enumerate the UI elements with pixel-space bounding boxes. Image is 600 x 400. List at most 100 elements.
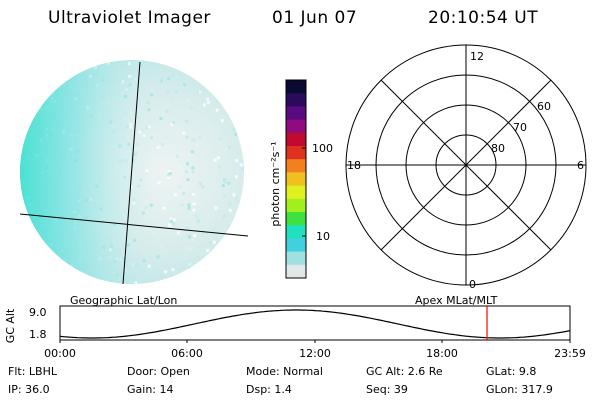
image-pixel bbox=[59, 75, 63, 79]
image-pixel bbox=[225, 81, 229, 85]
lat-label-80: 80 bbox=[491, 142, 505, 155]
image-pixel bbox=[50, 260, 53, 264]
glat-status: GLat: 9.8 bbox=[486, 365, 537, 378]
colorbar-cell bbox=[286, 159, 306, 173]
altitude-curve bbox=[59, 309, 571, 339]
image-pixel bbox=[178, 279, 182, 283]
image-pixel bbox=[43, 63, 47, 67]
mlt-label-0: 0 bbox=[469, 278, 476, 291]
image-pixel bbox=[238, 99, 242, 103]
image-pixel bbox=[25, 107, 29, 111]
image-pixel bbox=[229, 250, 233, 254]
image-pixel bbox=[57, 60, 61, 64]
image-pixel bbox=[203, 281, 207, 284]
image-pixel bbox=[208, 273, 212, 277]
image-pixel bbox=[196, 282, 200, 284]
image-pixel bbox=[193, 266, 197, 269]
image-pixel bbox=[241, 207, 244, 211]
polar-grid bbox=[345, 44, 587, 286]
polar-labels: 12 18 6 0 60 70 80 bbox=[347, 50, 584, 291]
image-pixel bbox=[55, 266, 59, 270]
image-pixel bbox=[37, 84, 41, 88]
image-pixel bbox=[232, 60, 236, 64]
image-pixel bbox=[42, 266, 46, 270]
image-pixel bbox=[196, 264, 200, 268]
colorbar-cell bbox=[286, 172, 306, 187]
image-pixel bbox=[223, 239, 226, 243]
x-tick-label-1200: 12:00 bbox=[299, 347, 331, 360]
image-pixel bbox=[38, 75, 42, 79]
image-pixel bbox=[240, 205, 244, 209]
y-tick-9: 9.0 bbox=[29, 306, 47, 319]
colorbar: 100 10 photon cm⁻²s⁻¹ bbox=[269, 79, 333, 279]
x-tick-label-0000: 00:00 bbox=[44, 347, 76, 360]
image-pixel bbox=[225, 86, 229, 90]
image-pixel bbox=[226, 97, 230, 101]
image-pixel bbox=[23, 237, 27, 241]
observation-date: 01 Jun 07 bbox=[272, 8, 358, 28]
colorbar-cell bbox=[286, 185, 306, 200]
colorbar-cell bbox=[286, 212, 306, 226]
image-pixel bbox=[205, 276, 209, 280]
image-pixel bbox=[225, 103, 229, 107]
colorbar-tick-label-100: 100 bbox=[312, 142, 333, 155]
colorbar-cell bbox=[286, 225, 306, 239]
colorbar-cell bbox=[286, 106, 306, 121]
colorbar-cell bbox=[286, 80, 306, 94]
image-pixel bbox=[38, 73, 42, 77]
y-tick-1_8: 1.8 bbox=[29, 328, 47, 341]
parallel-line bbox=[19, 213, 249, 237]
image-pixel bbox=[83, 60, 87, 63]
apex-label: Apex MLat/MLT bbox=[415, 294, 498, 307]
colorbar-cell bbox=[286, 146, 306, 160]
colorbar-cell bbox=[286, 93, 306, 107]
image-pixel bbox=[218, 272, 222, 276]
dsp-status: Dsp: 1.4 bbox=[246, 383, 292, 396]
image-pixel bbox=[243, 63, 244, 67]
image-pixel bbox=[50, 62, 53, 66]
image-pixel bbox=[42, 255, 46, 259]
x-tick-label-1800: 18:00 bbox=[426, 347, 458, 360]
image-pixel bbox=[242, 250, 244, 253]
image-pixel bbox=[210, 67, 214, 70]
image-pixel bbox=[23, 236, 27, 240]
image-pixel bbox=[176, 64, 179, 68]
observation-time: 20:10:54 UT bbox=[428, 8, 539, 28]
image-pixel bbox=[25, 246, 29, 250]
image-pixel bbox=[47, 86, 51, 90]
image-pixel bbox=[43, 74, 47, 78]
image-pixel bbox=[193, 276, 197, 280]
image-pixel bbox=[39, 96, 42, 100]
image-pixel bbox=[24, 118, 28, 122]
image-pixel bbox=[74, 270, 78, 274]
image-pixel bbox=[240, 119, 244, 123]
mlt-label-18: 18 bbox=[347, 159, 361, 172]
image-pixel bbox=[20, 279, 24, 283]
x-tick-label-2359: 23:59 bbox=[554, 347, 586, 360]
altitude-timeline: Geographic Lat/Lon Apex MLat/MLT GC Alt … bbox=[4, 294, 586, 360]
image-pixel bbox=[21, 229, 25, 233]
lat-label-70: 70 bbox=[513, 121, 527, 134]
mlt-label-6: 6 bbox=[577, 159, 584, 172]
image-pixel bbox=[237, 251, 241, 255]
filter-status: Flt: LBHL bbox=[8, 365, 57, 378]
image-pixel bbox=[46, 261, 50, 265]
colorbar-cell bbox=[286, 132, 306, 147]
image-pixel bbox=[20, 110, 24, 114]
colorbar-cells bbox=[286, 80, 306, 279]
lat-label-60: 60 bbox=[537, 100, 551, 113]
image-pixel bbox=[194, 73, 198, 77]
image-pixel bbox=[221, 83, 225, 87]
image-pixel bbox=[23, 233, 27, 236]
colorbar-cell bbox=[286, 238, 306, 253]
geographic-label: Geographic Lat/Lon bbox=[70, 294, 177, 307]
image-pixel bbox=[236, 267, 240, 271]
image-pixel bbox=[24, 100, 28, 104]
image-pixel bbox=[175, 66, 179, 69]
image-pixel bbox=[211, 263, 215, 267]
image-pixel bbox=[44, 95, 48, 99]
image-pixel bbox=[228, 67, 232, 71]
image-pixel bbox=[189, 65, 192, 69]
meridian-line bbox=[122, 61, 141, 285]
